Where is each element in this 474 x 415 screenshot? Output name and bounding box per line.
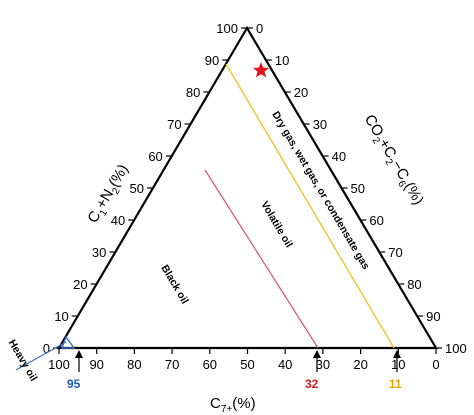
- left-axis-tick-label: 30: [92, 245, 106, 260]
- left-axis-tick-label: 40: [111, 213, 125, 228]
- right-axis-tick-label: 70: [388, 245, 402, 260]
- bottom-axis-tick-label: 40: [278, 357, 292, 372]
- bottom-axis-tick-label: 80: [127, 357, 141, 372]
- star-icon: [252, 62, 270, 78]
- left-axis-tick-label: 60: [148, 149, 162, 164]
- heavy-oil-region-label: Heavy oil: [6, 338, 40, 384]
- volatile-oil-value: 32: [305, 377, 319, 391]
- left-axis-tick-label: 100: [216, 21, 238, 36]
- volatile-oil-marker: 32: [305, 350, 321, 391]
- left-axis-tick-label: 20: [73, 277, 87, 292]
- right-axis-tick-label: 100: [445, 341, 467, 356]
- gas-marker: 11: [389, 350, 402, 391]
- heavy-oil-value: 95: [67, 377, 81, 391]
- left-axis-tick-label: 90: [205, 53, 219, 68]
- left-axis-tick-label: 0: [43, 341, 50, 356]
- black-oil-region-label: Black oil: [158, 263, 190, 306]
- left-axis-tick-label: 10: [54, 309, 68, 324]
- bottom-axis-tick-label: 70: [165, 357, 179, 372]
- bottom-axis-title: C7+(%): [210, 395, 256, 415]
- right-axis-title: CO2+C2−C6(%): [358, 112, 427, 210]
- volatile-oil-region-label: Volatile oil: [258, 199, 295, 250]
- bottom-axis-tick-label: 100: [48, 357, 70, 372]
- right-axis-tick-label: 60: [369, 213, 383, 228]
- bottom-axis-tick-label: 30: [316, 357, 330, 372]
- right-axis-ticks: 0 10 20 30 40 50 60 70 80 90 100: [247, 21, 467, 356]
- gas-oil-boundary-line: [225, 63, 395, 349]
- bottom-axis-tick-label: 50: [240, 357, 254, 372]
- right-axis-tick-label: 50: [351, 181, 365, 196]
- right-axis-tick-label: 30: [313, 117, 327, 132]
- right-axis-tick-label: 90: [426, 309, 440, 324]
- left-axis-ticks: 0 10 20 30 40 50 60 70 80 90 100: [43, 21, 247, 356]
- right-axis-tick-label: 40: [332, 149, 346, 164]
- right-axis-tick-label: 80: [407, 277, 421, 292]
- heavy-oil-region: [61, 335, 76, 349]
- heavy-oil-pointer-line: [15, 341, 67, 371]
- bottom-axis-tick-label: 90: [89, 357, 103, 372]
- bottom-axis-tick-label: 10: [391, 357, 405, 372]
- right-axis-tick-label: 0: [256, 21, 263, 36]
- left-axis-tick-label: 70: [167, 117, 181, 132]
- heavy-oil-marker: 95: [67, 350, 83, 391]
- bottom-axis-tick-label: 60: [203, 357, 217, 372]
- volatile-black-boundary-line: [204, 169, 319, 349]
- bottom-axis-tick-label: 0: [432, 357, 439, 372]
- left-axis-tick-label: 80: [186, 85, 200, 100]
- gas-value: 11: [389, 377, 402, 391]
- left-axis-tick-label: 50: [130, 181, 144, 196]
- bottom-axis-ticks: 100 90 80 70 60 50 40 30 20 10 0: [48, 348, 440, 372]
- bottom-axis-tick-label: 20: [353, 357, 367, 372]
- left-axis-title: C1+N2(%): [84, 161, 134, 227]
- right-axis-tick-label: 20: [294, 85, 308, 100]
- right-axis-tick-label: 10: [275, 53, 289, 68]
